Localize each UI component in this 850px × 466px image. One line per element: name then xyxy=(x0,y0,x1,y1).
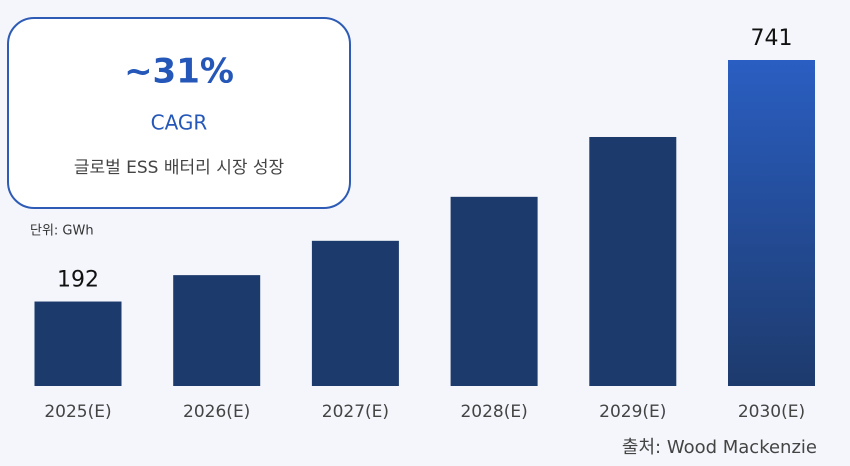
callout-box xyxy=(7,17,351,209)
bars xyxy=(34,60,815,386)
bar xyxy=(173,275,261,386)
callout-headline: ~31% xyxy=(124,52,234,92)
x-tick-label: 2026(E) xyxy=(183,402,250,422)
value-label: 192 xyxy=(57,268,99,293)
bar xyxy=(311,240,399,386)
x-tick-label: 2027(E) xyxy=(322,402,389,422)
bar xyxy=(34,301,122,386)
bar xyxy=(450,196,538,386)
unit-label: 단위: GWh xyxy=(30,224,94,239)
value-label: 741 xyxy=(751,26,793,51)
x-tick-label: 2025(E) xyxy=(44,402,111,422)
callout-caption: 글로벌 ESS 배터리 시장 성장 xyxy=(74,158,285,178)
bar xyxy=(728,60,815,386)
x-tick-label: 2030(E) xyxy=(738,402,805,422)
x-tick-label: 2028(E) xyxy=(460,402,527,422)
source: 출처: Wood Mackenzie xyxy=(622,437,817,458)
x-tick-label: 2029(E) xyxy=(599,402,666,422)
callout-label: CAGR xyxy=(151,111,208,135)
bar xyxy=(589,136,677,386)
